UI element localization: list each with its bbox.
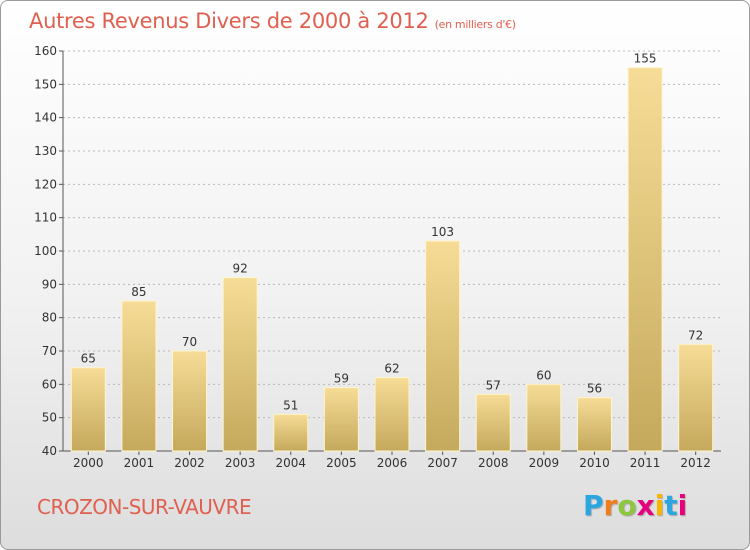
data-label: 60 — [536, 368, 551, 382]
data-label: 103 — [431, 225, 454, 239]
bar-2002 — [172, 350, 208, 452]
data-label: 72 — [688, 328, 703, 342]
y-tick-label: 160 — [34, 44, 57, 58]
data-label: 57 — [486, 378, 501, 392]
chart-title-text: Autres Revenus Divers de 2000 à 2012 — [29, 9, 429, 33]
logo-letter: t — [664, 489, 678, 522]
data-label: 65 — [81, 352, 96, 366]
x-tick-label: 2012 — [680, 456, 711, 470]
chart-unit: (en milliers d'€) — [434, 18, 516, 31]
y-tick-label: 100 — [34, 244, 57, 258]
x-tick-label: 2002 — [174, 456, 205, 470]
chart-title: Autres Revenus Divers de 2000 à 2012 (en … — [29, 9, 516, 33]
y-tick-label: 80 — [42, 311, 57, 325]
x-tick-label: 2008 — [478, 456, 509, 470]
x-tick-label: 2006 — [377, 456, 408, 470]
x-tick-label: 2003 — [225, 456, 256, 470]
x-tick-label: 2009 — [529, 456, 560, 470]
x-tick-label: 2001 — [124, 456, 155, 470]
data-label: 59 — [334, 372, 349, 386]
bar-2012 — [678, 343, 714, 452]
bar-2006 — [374, 377, 410, 452]
logo-letter: o — [617, 489, 637, 522]
bar-2011 — [627, 67, 663, 452]
x-tick-label: 2000 — [73, 456, 104, 470]
logo-letter: P — [583, 489, 604, 522]
bar-2009 — [526, 383, 562, 452]
x-tick-label: 2005 — [326, 456, 357, 470]
x-tick-label: 2010 — [579, 456, 610, 470]
data-label: 56 — [587, 382, 602, 396]
bar-2000 — [70, 367, 106, 452]
x-tick-label: 2007 — [427, 456, 458, 470]
label-layer: 65 2000 85 2001 70 2002 92 2003 51 2004 59 2005 62 20… — [73, 52, 711, 470]
y-tick-label: 140 — [34, 111, 57, 125]
logo-letter: x — [636, 489, 655, 522]
y-tick-label: 60 — [42, 377, 57, 391]
y-tick-label: 150 — [34, 77, 57, 91]
data-label: 92 — [233, 262, 248, 276]
bar-2005 — [323, 387, 359, 452]
y-tick-label: 120 — [34, 177, 57, 191]
y-tick-label: 50 — [42, 411, 57, 425]
data-label: 85 — [131, 285, 146, 299]
bar-2010 — [576, 397, 612, 452]
x-tick-label: 2011 — [630, 456, 661, 470]
data-label: 51 — [283, 398, 298, 412]
logo-letter: i — [654, 489, 665, 522]
y-tick-label: 130 — [34, 144, 57, 158]
data-label: 62 — [384, 362, 399, 376]
place-name: CROZON-SUR-VAUVRE — [37, 495, 252, 519]
y-tick-label: 90 — [42, 277, 57, 291]
bar-2004 — [273, 413, 309, 452]
y-tick-label: 40 — [42, 444, 57, 458]
data-label: 70 — [182, 335, 197, 349]
proxiti-logo[interactable]: Proxiti — [583, 489, 687, 522]
y-tick-label: 110 — [34, 211, 57, 225]
x-tick-label: 2004 — [275, 456, 306, 470]
bar-2001 — [121, 300, 157, 452]
bar-2008 — [475, 393, 511, 452]
data-label: 155 — [634, 52, 657, 66]
bar-layer — [70, 67, 714, 452]
bar-2003 — [222, 277, 258, 452]
bar-2007 — [425, 240, 461, 452]
y-tick-label: 70 — [42, 344, 57, 358]
logo-letter: r — [603, 489, 618, 522]
logo-letter: i — [677, 489, 688, 522]
